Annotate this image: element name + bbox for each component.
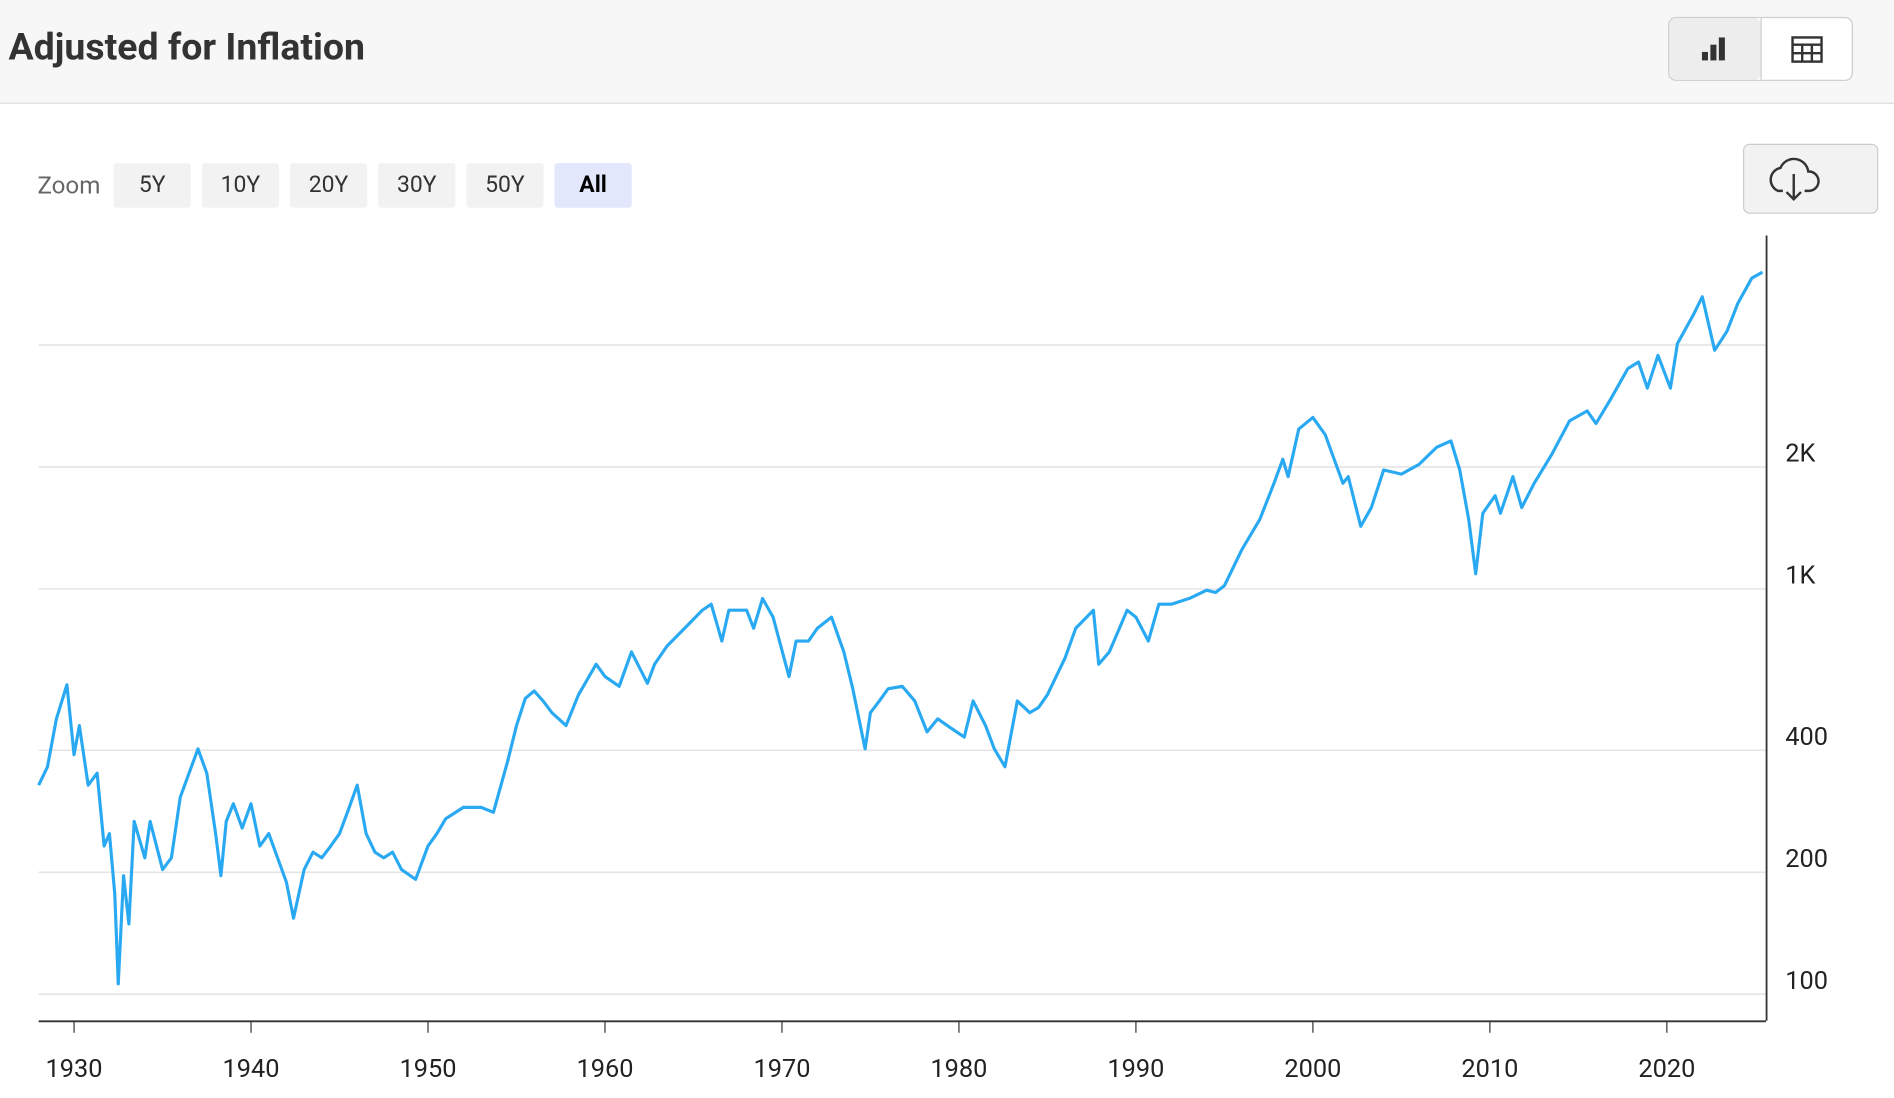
zoom-button[interactable]: 10Y	[201, 163, 280, 208]
page-title: Adjusted for Inflation	[8, 25, 365, 69]
zoom-button-bg	[378, 163, 456, 208]
zoom-button-label: 30Y	[397, 171, 437, 198]
x-tick-label: 1980	[930, 1054, 987, 1084]
zoom-button-bg	[289, 163, 368, 208]
y-tick-label: 100	[1785, 966, 1828, 996]
zoom-button-label: 50Y	[485, 171, 525, 198]
zoom-button-bg	[554, 163, 632, 208]
zoom-button-bg	[466, 163, 544, 208]
x-tick-label: 1990	[1107, 1054, 1164, 1084]
x-tick-label: 2000	[1284, 1054, 1341, 1084]
zoom-button-bg	[201, 163, 280, 208]
y-tick-label: 1K	[1785, 561, 1815, 591]
zoom-button-label: 5Y	[139, 171, 166, 198]
y-tick-label: 400	[1785, 722, 1828, 752]
zoom-button[interactable]: 5Y	[113, 163, 191, 208]
x-tick-label: 2010	[1461, 1054, 1518, 1084]
x-tick-label: 2020	[1638, 1054, 1695, 1084]
x-tick-label: 1940	[223, 1054, 280, 1084]
view-toggle[interactable]	[1668, 16, 1853, 81]
zoom-button-label: 10Y	[221, 171, 261, 198]
zoom-button[interactable]: 30Y	[378, 163, 456, 208]
zoom-button[interactable]: All	[554, 163, 632, 208]
zoom-button[interactable]: 50Y	[466, 163, 544, 208]
x-tick-label: 1930	[46, 1054, 103, 1084]
zoom-label: Zoom	[37, 172, 100, 200]
x-tick-label: 1970	[753, 1054, 810, 1084]
x-tick-label: 1950	[399, 1054, 456, 1084]
y-tick-label: 200	[1785, 844, 1828, 874]
x-tick-label: 1960	[576, 1054, 633, 1084]
series-line	[37, 270, 1764, 986]
zoom-button-label: 20Y	[309, 171, 349, 198]
header-bar	[0, 0, 1894, 103]
download-button[interactable]	[1743, 143, 1879, 214]
zoom-button-label: All	[579, 171, 607, 198]
zoom-button[interactable]: 20Y	[289, 163, 368, 208]
y-tick-label: 2K	[1785, 439, 1815, 469]
zoom-button-bg	[113, 163, 191, 208]
